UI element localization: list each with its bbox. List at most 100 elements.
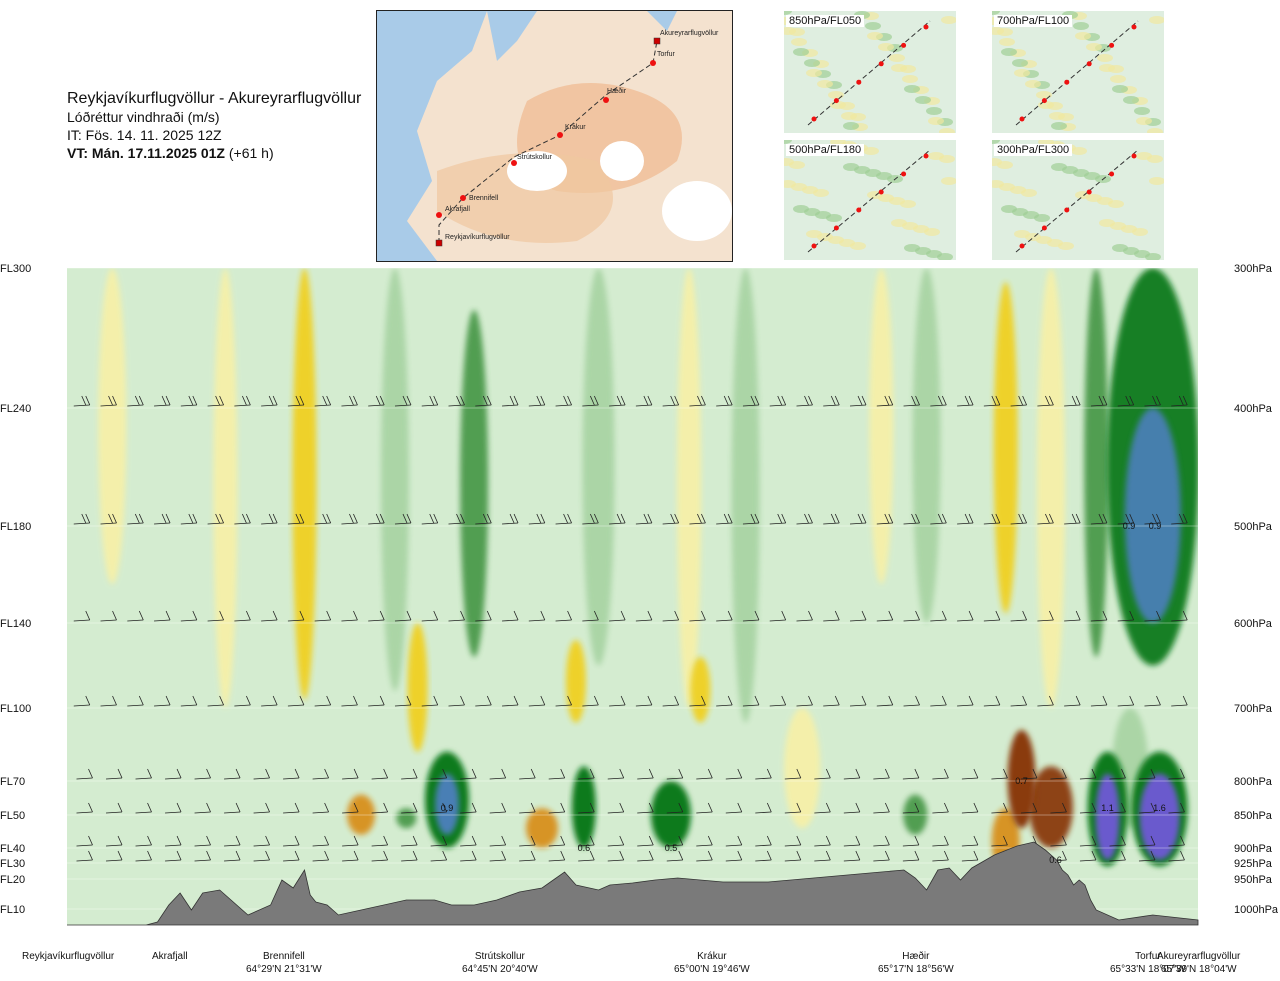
wind-barb — [1064, 256, 1080, 266]
wind-barb — [609, 513, 626, 525]
wind-barb — [1197, 845, 1198, 846]
mini-map-waypoint — [923, 153, 929, 159]
mini-map-shading — [889, 54, 905, 62]
location-label: Strútskollur 64°45'N 20°40'W — [462, 950, 538, 976]
wind-barb — [460, 802, 477, 814]
wind-barb — [876, 695, 894, 707]
wind-barb — [742, 395, 760, 407]
mini-map-shading — [1123, 96, 1139, 104]
wind-barb — [607, 835, 625, 847]
wind-barb — [1050, 768, 1067, 780]
mini-map-850: 850hPa/FL050 — [784, 11, 956, 133]
wind-barb — [519, 850, 536, 862]
location-label: Brennifell 64°29'N 21°31'W — [246, 950, 322, 976]
wind-barb — [582, 395, 599, 407]
wind-barb — [769, 695, 787, 707]
wind-barb — [1037, 513, 1054, 525]
wind-barb — [957, 513, 974, 525]
wind-barb — [528, 695, 546, 707]
wind-barb — [555, 695, 572, 707]
wind-barb — [961, 768, 979, 780]
wind-barb — [475, 695, 492, 707]
mini-map-shading — [992, 11, 1000, 15]
wind-barb — [903, 610, 920, 622]
wind-barb — [312, 768, 329, 780]
wind-barb — [502, 256, 518, 266]
wind-barb — [74, 256, 90, 266]
wind-barb — [609, 256, 625, 266]
mini-map-waypoint — [1131, 24, 1137, 30]
mini-map-label: 850hPa/FL050 — [786, 15, 865, 27]
mini-map-shading — [828, 91, 844, 99]
velocity-core — [650, 781, 691, 848]
mini-map-shading — [867, 32, 883, 40]
wind-barb — [73, 395, 91, 407]
wind-barb — [876, 513, 894, 525]
mini-map-shading — [784, 27, 796, 35]
velocity-core — [1139, 773, 1180, 860]
map-waypoint-label: Akrafjall — [445, 206, 470, 213]
location-coord: 65°17'N 18°56'W — [878, 964, 954, 975]
wind-barb — [519, 802, 536, 814]
pressure-label: 1000hPa — [1234, 904, 1279, 916]
location-label: Reykjavíkurflugvöllur — [22, 950, 114, 963]
flight-level-label: FL240 — [0, 403, 31, 415]
wind-barb — [502, 513, 519, 525]
wind-barb — [1138, 802, 1156, 814]
velocity-core — [435, 773, 460, 835]
wind-barb — [460, 850, 477, 862]
wind-barb — [1064, 610, 1081, 622]
wind-barb — [784, 802, 802, 814]
wind-barb — [165, 768, 182, 780]
wind-barb — [135, 850, 152, 862]
mini-map-shading — [941, 177, 956, 185]
wind-barb — [666, 802, 684, 814]
wind-barb — [47, 836, 63, 846]
mini-map-shading — [841, 112, 857, 120]
wind-barb — [666, 850, 684, 862]
mini-map-shading — [1025, 80, 1041, 88]
mini-map-shading — [928, 152, 944, 160]
wind-barb — [394, 513, 412, 525]
mini-map-shading — [992, 140, 1000, 144]
wind-barb — [1197, 523, 1198, 524]
mini-map-shading — [941, 16, 956, 24]
wind-barb — [529, 256, 545, 266]
wind-barb — [849, 513, 867, 525]
location-name: Hæðir — [902, 951, 930, 962]
velocity-contour — [912, 268, 941, 623]
mini-map-shading — [1073, 22, 1089, 30]
pressure-label: 400hPa — [1234, 403, 1273, 415]
wind-barb — [314, 695, 332, 707]
mini-map-waypoint — [901, 42, 907, 48]
mini-map-shading — [992, 158, 1002, 166]
wind-barb — [1171, 695, 1188, 707]
wind-barb — [314, 395, 332, 407]
wind-barb — [460, 768, 477, 780]
wind-barb — [930, 695, 947, 707]
valid-time-main: VT: Mán. 17.11.2025 01Z — [67, 145, 225, 161]
wind-barb — [135, 835, 152, 847]
mini-map-waypoint — [833, 225, 839, 231]
wind-barb — [991, 802, 1008, 814]
route-map: Akureyrarflugvöllur Torfur Hæðir Krákur Strú… — [376, 10, 733, 262]
velocity-contour — [380, 268, 409, 691]
wind-barb — [448, 610, 465, 622]
wind-barb — [502, 610, 519, 622]
wind-barb — [1020, 802, 1038, 814]
location-name: Strútskollur — [474, 951, 525, 962]
location-label: Torfur 65°33'N 18°07'W — [1110, 950, 1186, 976]
wind-barb — [368, 513, 385, 525]
value-annotation: 1.1 — [1101, 803, 1114, 813]
wind-barb — [814, 768, 831, 780]
wind-barb — [743, 256, 759, 266]
wind-barb — [341, 513, 358, 525]
wind-barb — [519, 835, 536, 847]
wind-barb — [578, 768, 595, 780]
wind-barb — [421, 610, 439, 622]
wind-barb — [725, 835, 743, 847]
mini-map-shading — [928, 117, 944, 125]
flight-level-label: FL10 — [0, 904, 25, 916]
location-name: Akrafjall — [152, 951, 188, 962]
